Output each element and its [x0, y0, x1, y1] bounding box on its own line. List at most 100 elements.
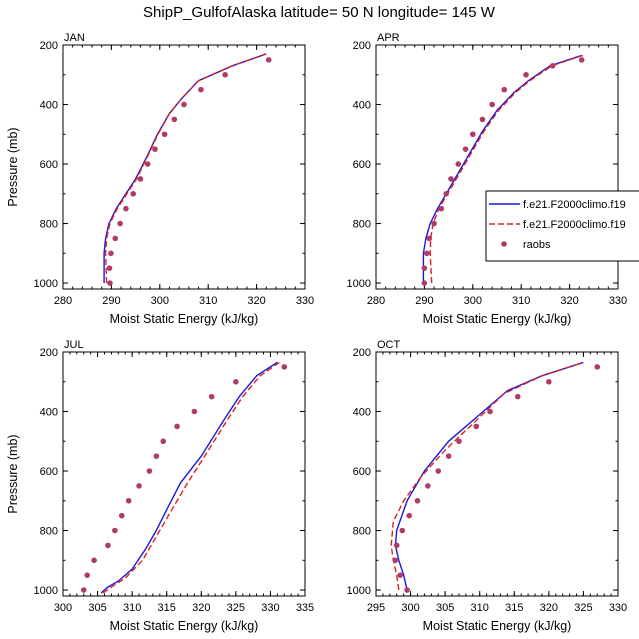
x-axis-label: Moist Static Energy (kJ/kg): [423, 312, 572, 326]
obs-marker: [171, 116, 178, 123]
obs-marker: [421, 265, 428, 271]
x-tick-label: 310: [199, 295, 217, 307]
x-tick-label: 310: [512, 295, 530, 307]
obs-marker: [84, 572, 90, 578]
obs-marker: [153, 453, 160, 459]
x-tick-label: 335: [296, 602, 314, 614]
obs-marker: [406, 512, 412, 519]
x-tick-label: 300: [54, 602, 72, 614]
x-tick-label: 295: [367, 602, 385, 614]
x-tick-label: 330: [296, 295, 314, 307]
obs-marker: [438, 205, 445, 212]
panel-apr: APR 280 290 300 310 320 330 200 400 600 800 1000 Moi…: [347, 32, 628, 326]
obs-marker: [549, 63, 556, 69]
obs-marker: [404, 587, 410, 593]
obs-marker: [146, 468, 153, 474]
panel-oct: OCT 295 300 305 310 315 320 325 330 200 400 600 800 1…: [347, 339, 628, 633]
plot-frame: [375, 351, 619, 597]
y-tick-label: 800: [353, 526, 371, 538]
obs-marker: [421, 280, 428, 286]
obs-marker: [578, 57, 585, 63]
obs-marker: [456, 438, 462, 445]
model-line-solid: [394, 361, 584, 591]
legend-box: [485, 190, 639, 262]
obs-marker: [222, 71, 228, 78]
x-tick-label: 300: [464, 295, 482, 307]
x-tick-label: 280: [367, 295, 385, 307]
obs-marker: [392, 557, 399, 564]
model-line-dashed: [104, 53, 267, 284]
obs-marker: [208, 393, 215, 400]
obs-marker: [117, 220, 123, 227]
obs-marker: [118, 512, 125, 519]
obs-marker: [393, 542, 400, 549]
obs-marker: [431, 220, 437, 227]
obs-marker: [105, 542, 111, 549]
panel-jul: JUL 300 305 310 315 320 325 330 335 200 400 600 800 1…: [6, 339, 314, 633]
panel-label: JAN: [64, 32, 85, 44]
obs-marker: [448, 176, 454, 182]
x-axis-label: Moist Static Energy (kJ/kg): [110, 619, 259, 633]
x-tick-label: 305: [88, 602, 106, 614]
obs-marker: [198, 86, 204, 93]
obs-marker: [435, 468, 442, 474]
y-tick-label: 600: [353, 466, 371, 478]
x-tick-label: 310: [123, 602, 141, 614]
obs-marker: [425, 483, 431, 489]
model-line-solid: [422, 54, 582, 283]
x-tick-label: 325: [574, 602, 592, 614]
y-tick-label: 1000: [34, 278, 58, 290]
obs-marker: [106, 265, 113, 271]
plot-frame: [62, 44, 306, 290]
x-tick-label: 290: [415, 295, 433, 307]
x-tick-label: 320: [540, 602, 558, 614]
obs-marker: [130, 190, 136, 197]
y-axis-label: Pressure (mb): [6, 434, 20, 513]
obs-marker: [125, 497, 132, 504]
obs-marker: [473, 423, 480, 430]
legend-marker: [501, 241, 507, 247]
obs-marker: [487, 408, 493, 415]
x-tick-label: 325: [227, 602, 245, 614]
figure-title: ShipP_GulfofAlaska latitude= 50 N longit…: [143, 4, 496, 21]
x-tick-label: 320: [192, 602, 210, 614]
obs-marker: [91, 557, 97, 564]
x-tick-label: 315: [505, 602, 523, 614]
x-tick-label: 320: [560, 295, 578, 307]
obs-marker: [445, 453, 452, 459]
obs-marker: [546, 378, 552, 385]
obs-marker: [160, 438, 167, 445]
y-tick-label: 200: [40, 347, 58, 359]
obs-marker: [112, 235, 119, 242]
y-tick-label: 600: [353, 159, 371, 171]
model-line-dashed: [390, 361, 584, 591]
obs-marker: [399, 527, 406, 534]
legend-label: raobs: [523, 239, 551, 251]
obs-marker: [108, 250, 114, 257]
y-tick-label: 800: [353, 219, 371, 231]
obs-marker: [397, 572, 404, 578]
y-tick-label: 600: [40, 466, 58, 478]
y-tick-label: 800: [40, 526, 58, 538]
obs-marker: [514, 393, 521, 400]
obs-marker: [137, 176, 144, 182]
obs-marker: [470, 131, 476, 138]
obs-marker: [281, 364, 288, 370]
y-tick-label: 1000: [347, 278, 371, 290]
y-tick-label: 1000: [347, 585, 371, 597]
obs-marker: [489, 101, 495, 108]
panel-jan: JAN 280 290 300 310 320 330 200 400 600 800 1000 Moi…: [6, 32, 314, 326]
obs-marker: [136, 483, 142, 489]
x-axis-label: Moist Static Energy (kJ/kg): [110, 312, 259, 326]
legend: f.e21.F2000climo.f19 f.e21.F2000climo.f19…: [485, 190, 639, 262]
obs-marker: [501, 86, 508, 93]
y-tick-label: 200: [353, 40, 371, 52]
x-tick-label: 315: [158, 602, 176, 614]
y-tick-label: 200: [353, 347, 371, 359]
y-tick-label: 600: [40, 159, 58, 171]
obs-marker: [424, 250, 430, 257]
panel-label: JUL: [64, 339, 84, 351]
y-axis-label: Pressure (mb): [6, 127, 20, 206]
y-tick-label: 800: [40, 219, 58, 231]
